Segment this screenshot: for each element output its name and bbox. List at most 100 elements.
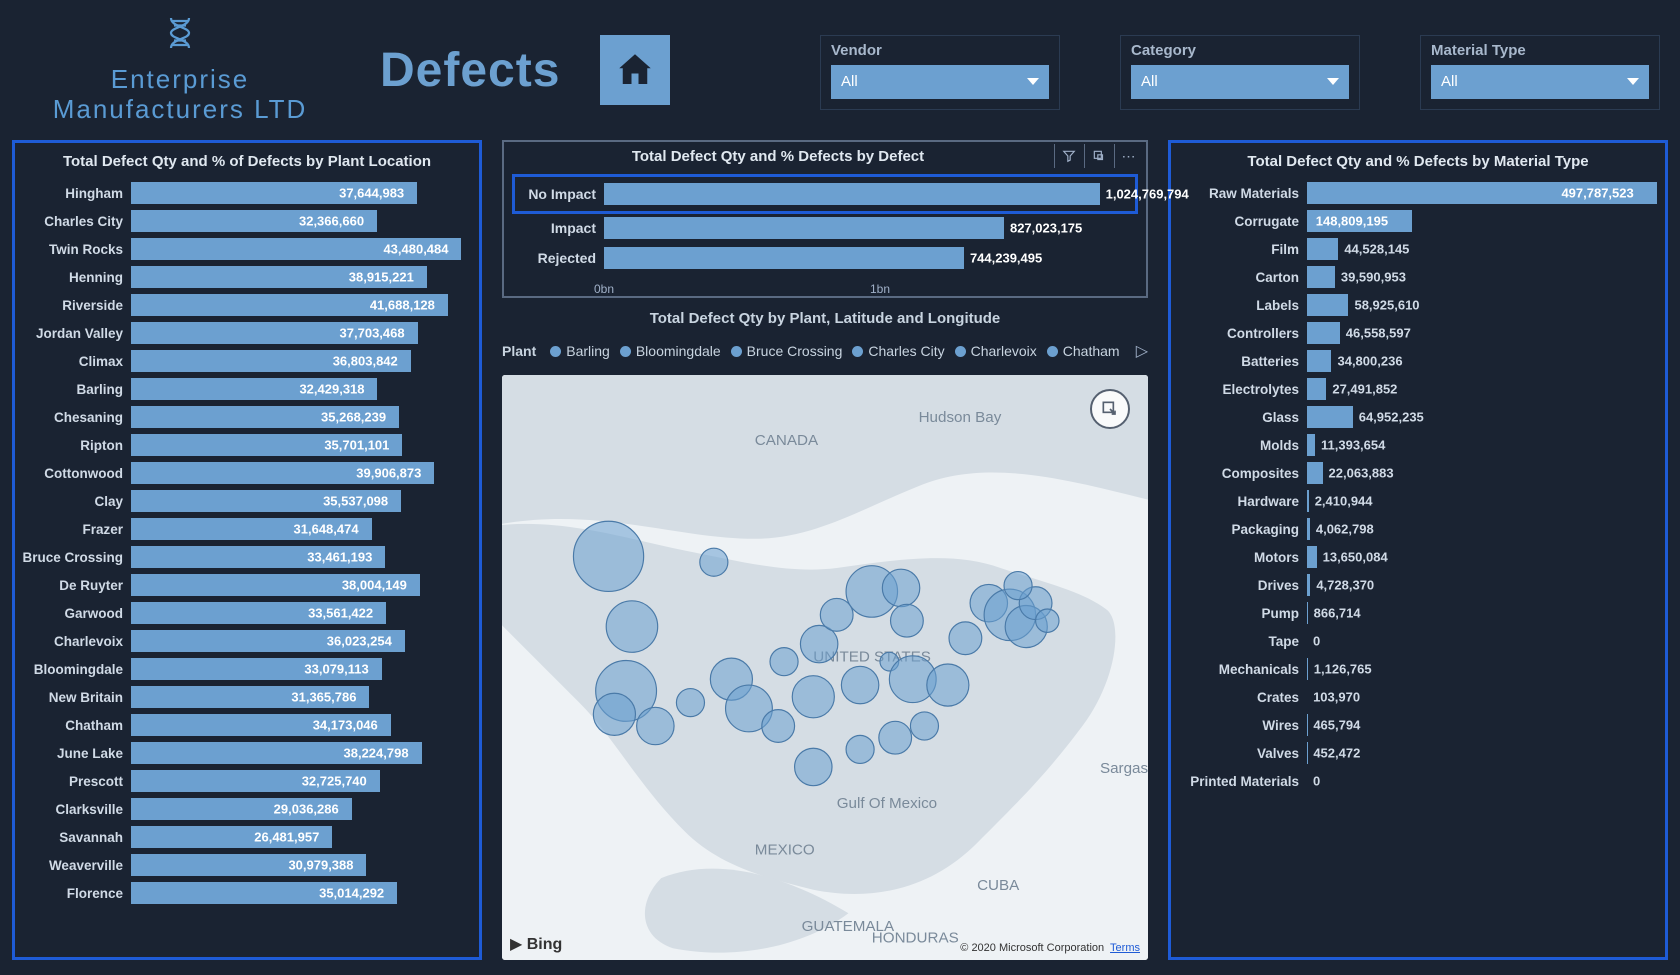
bar-row[interactable]: Charlevoix36,023,254 <box>21 628 473 654</box>
defect-chart-bars[interactable]: No Impact1,024,769,794Impact827,023,175R… <box>504 170 1146 282</box>
bar-row[interactable]: Impact827,023,175 <box>514 214 1136 242</box>
bar-label: Raw Materials <box>1177 186 1307 201</box>
map-bubble[interactable] <box>1004 572 1032 600</box>
map-bubble[interactable] <box>846 735 874 763</box>
map-bubble[interactable] <box>841 666 878 703</box>
bar-row[interactable]: Labels58,925,610 <box>1177 292 1659 318</box>
bar-row[interactable]: Drives4,728,370 <box>1177 572 1659 598</box>
bar-track: 13,650,084 <box>1307 546 1659 568</box>
bar-row[interactable]: Crates103,970 <box>1177 684 1659 710</box>
bar-row[interactable]: Composites22,063,883 <box>1177 460 1659 486</box>
map-bubble[interactable] <box>1036 609 1059 632</box>
bar-row[interactable]: Chatham34,173,046 <box>21 712 473 738</box>
legend-item[interactable]: Chatham <box>1047 343 1120 359</box>
bar-row[interactable]: Clay35,537,098 <box>21 488 473 514</box>
bar-row[interactable]: Henning38,915,221 <box>21 264 473 290</box>
bar-row[interactable]: Hardware2,410,944 <box>1177 488 1659 514</box>
bar-row[interactable]: Carton39,590,953 <box>1177 264 1659 290</box>
bar-row[interactable]: Twin Rocks43,480,484 <box>21 236 473 262</box>
legend-item[interactable]: Bloomingdale <box>620 343 721 359</box>
bar-row[interactable]: Wires465,794 <box>1177 712 1659 738</box>
bar-row[interactable]: Riverside41,688,128 <box>21 292 473 318</box>
bar-row[interactable]: Charles City32,366,660 <box>21 208 473 234</box>
map-select-icon[interactable] <box>1090 389 1130 429</box>
map-bubble[interactable] <box>792 676 834 718</box>
map-visual[interactable]: CANADAHudson BayUNITED STATESGulf Of Mex… <box>502 375 1148 960</box>
bar-row[interactable]: Garwood33,561,422 <box>21 600 473 626</box>
map-bubble[interactable] <box>593 693 635 735</box>
bar-row[interactable]: Controllers46,558,597 <box>1177 320 1659 346</box>
bar-label: Savannah <box>21 830 131 845</box>
bar-row[interactable]: Ripton35,701,101 <box>21 432 473 458</box>
bar-row[interactable]: No Impact1,024,769,794 <box>514 176 1136 212</box>
map-bubble[interactable] <box>949 622 982 655</box>
bar-row[interactable]: Bloomingdale33,079,113 <box>21 656 473 682</box>
bar-row[interactable]: Rejected744,239,495 <box>514 244 1136 272</box>
more-icon[interactable]: ⋯ <box>1114 144 1142 168</box>
legend-next-icon[interactable]: ▷ <box>1136 341 1148 361</box>
bar-row[interactable]: Batteries34,800,236 <box>1177 348 1659 374</box>
bar-row[interactable]: Molds11,393,654 <box>1177 432 1659 458</box>
bar-track: 31,365,786 <box>131 686 473 708</box>
bar-row[interactable]: Raw Materials497,787,523 <box>1177 180 1659 206</box>
legend-item[interactable]: Bruce Crossing <box>731 343 843 359</box>
bar-row[interactable]: Packaging4,062,798 <box>1177 516 1659 542</box>
map-bubble[interactable] <box>770 648 798 676</box>
map-bubble[interactable] <box>700 548 728 576</box>
map-bubble[interactable] <box>676 689 704 717</box>
bar-row[interactable]: Electrolytes27,491,852 <box>1177 376 1659 402</box>
legend-item[interactable]: Charles City <box>852 343 944 359</box>
bar-row[interactable]: Pump866,714 <box>1177 600 1659 626</box>
material-chart-bars[interactable]: Raw Materials497,787,523Corrugate148,809… <box>1171 180 1665 957</box>
bar-row[interactable]: Hingham37,644,983 <box>21 180 473 206</box>
legend-item[interactable]: Barling <box>550 343 610 359</box>
filter-vendor-select[interactable]: All <box>831 65 1049 99</box>
bar-track: 0 <box>1307 630 1659 652</box>
focus-icon[interactable] <box>1084 144 1112 168</box>
map-bubble[interactable] <box>879 721 912 754</box>
bar-row[interactable]: Film44,528,145 <box>1177 236 1659 262</box>
filter-material-select[interactable]: All <box>1431 65 1649 99</box>
bar-row[interactable]: Bruce Crossing33,461,193 <box>21 544 473 570</box>
map-bubble[interactable] <box>891 604 924 637</box>
map-terms-link[interactable]: Terms <box>1110 942 1140 954</box>
map-bubble[interactable] <box>927 664 969 706</box>
bar-row[interactable]: Corrugate148,809,195 <box>1177 208 1659 234</box>
map-bubble[interactable] <box>882 569 919 606</box>
bar-row[interactable]: De Ruyter38,004,149 <box>21 572 473 598</box>
bar-row[interactable]: Chesaning35,268,239 <box>21 404 473 430</box>
bar-row[interactable]: Savannah26,481,957 <box>21 824 473 850</box>
bar-row[interactable]: Mechanicals1,126,765 <box>1177 656 1659 682</box>
bar-row[interactable]: Glass64,952,235 <box>1177 404 1659 430</box>
map-bubble[interactable] <box>637 707 674 744</box>
bar-row[interactable]: Clarksville29,036,286 <box>21 796 473 822</box>
map-bubble[interactable] <box>762 710 795 743</box>
filter-category-select[interactable]: All <box>1131 65 1349 99</box>
map-bubble[interactable] <box>910 712 938 740</box>
bar-row[interactable]: Climax36,803,842 <box>21 348 473 374</box>
bar-label: June Lake <box>21 746 131 761</box>
map-bubble[interactable] <box>795 748 832 785</box>
map-bubble[interactable] <box>606 601 657 652</box>
bar-row[interactable]: Florence35,014,292 <box>21 880 473 906</box>
map-title: Total Defect Qty by Plant, Latitude and … <box>502 306 1148 331</box>
home-button[interactable] <box>600 35 670 105</box>
bar-row[interactable]: Cottonwood39,906,873 <box>21 460 473 486</box>
map-bubble[interactable] <box>820 598 853 631</box>
filter-icon[interactable] <box>1054 144 1082 168</box>
bar-row[interactable]: New Britain31,365,786 <box>21 684 473 710</box>
bar-row[interactable]: Valves452,472 <box>1177 740 1659 766</box>
bar-row[interactable]: Prescott32,725,740 <box>21 768 473 794</box>
plant-chart-bars[interactable]: Hingham37,644,983Charles City32,366,660T… <box>15 180 479 957</box>
bar-row[interactable]: Motors13,650,084 <box>1177 544 1659 570</box>
bar-row[interactable]: Tape0 <box>1177 628 1659 654</box>
bar-row[interactable]: June Lake38,224,798 <box>21 740 473 766</box>
bar-value: 32,366,660 <box>299 214 364 229</box>
map-bubble[interactable] <box>573 521 643 591</box>
bar-row[interactable]: Barling32,429,318 <box>21 376 473 402</box>
legend-item[interactable]: Charlevoix <box>955 343 1037 359</box>
bar-row[interactable]: Printed Materials0 <box>1177 768 1659 794</box>
bar-row[interactable]: Frazer31,648,474 <box>21 516 473 542</box>
bar-row[interactable]: Weaverville30,979,388 <box>21 852 473 878</box>
bar-row[interactable]: Jordan Valley37,703,468 <box>21 320 473 346</box>
